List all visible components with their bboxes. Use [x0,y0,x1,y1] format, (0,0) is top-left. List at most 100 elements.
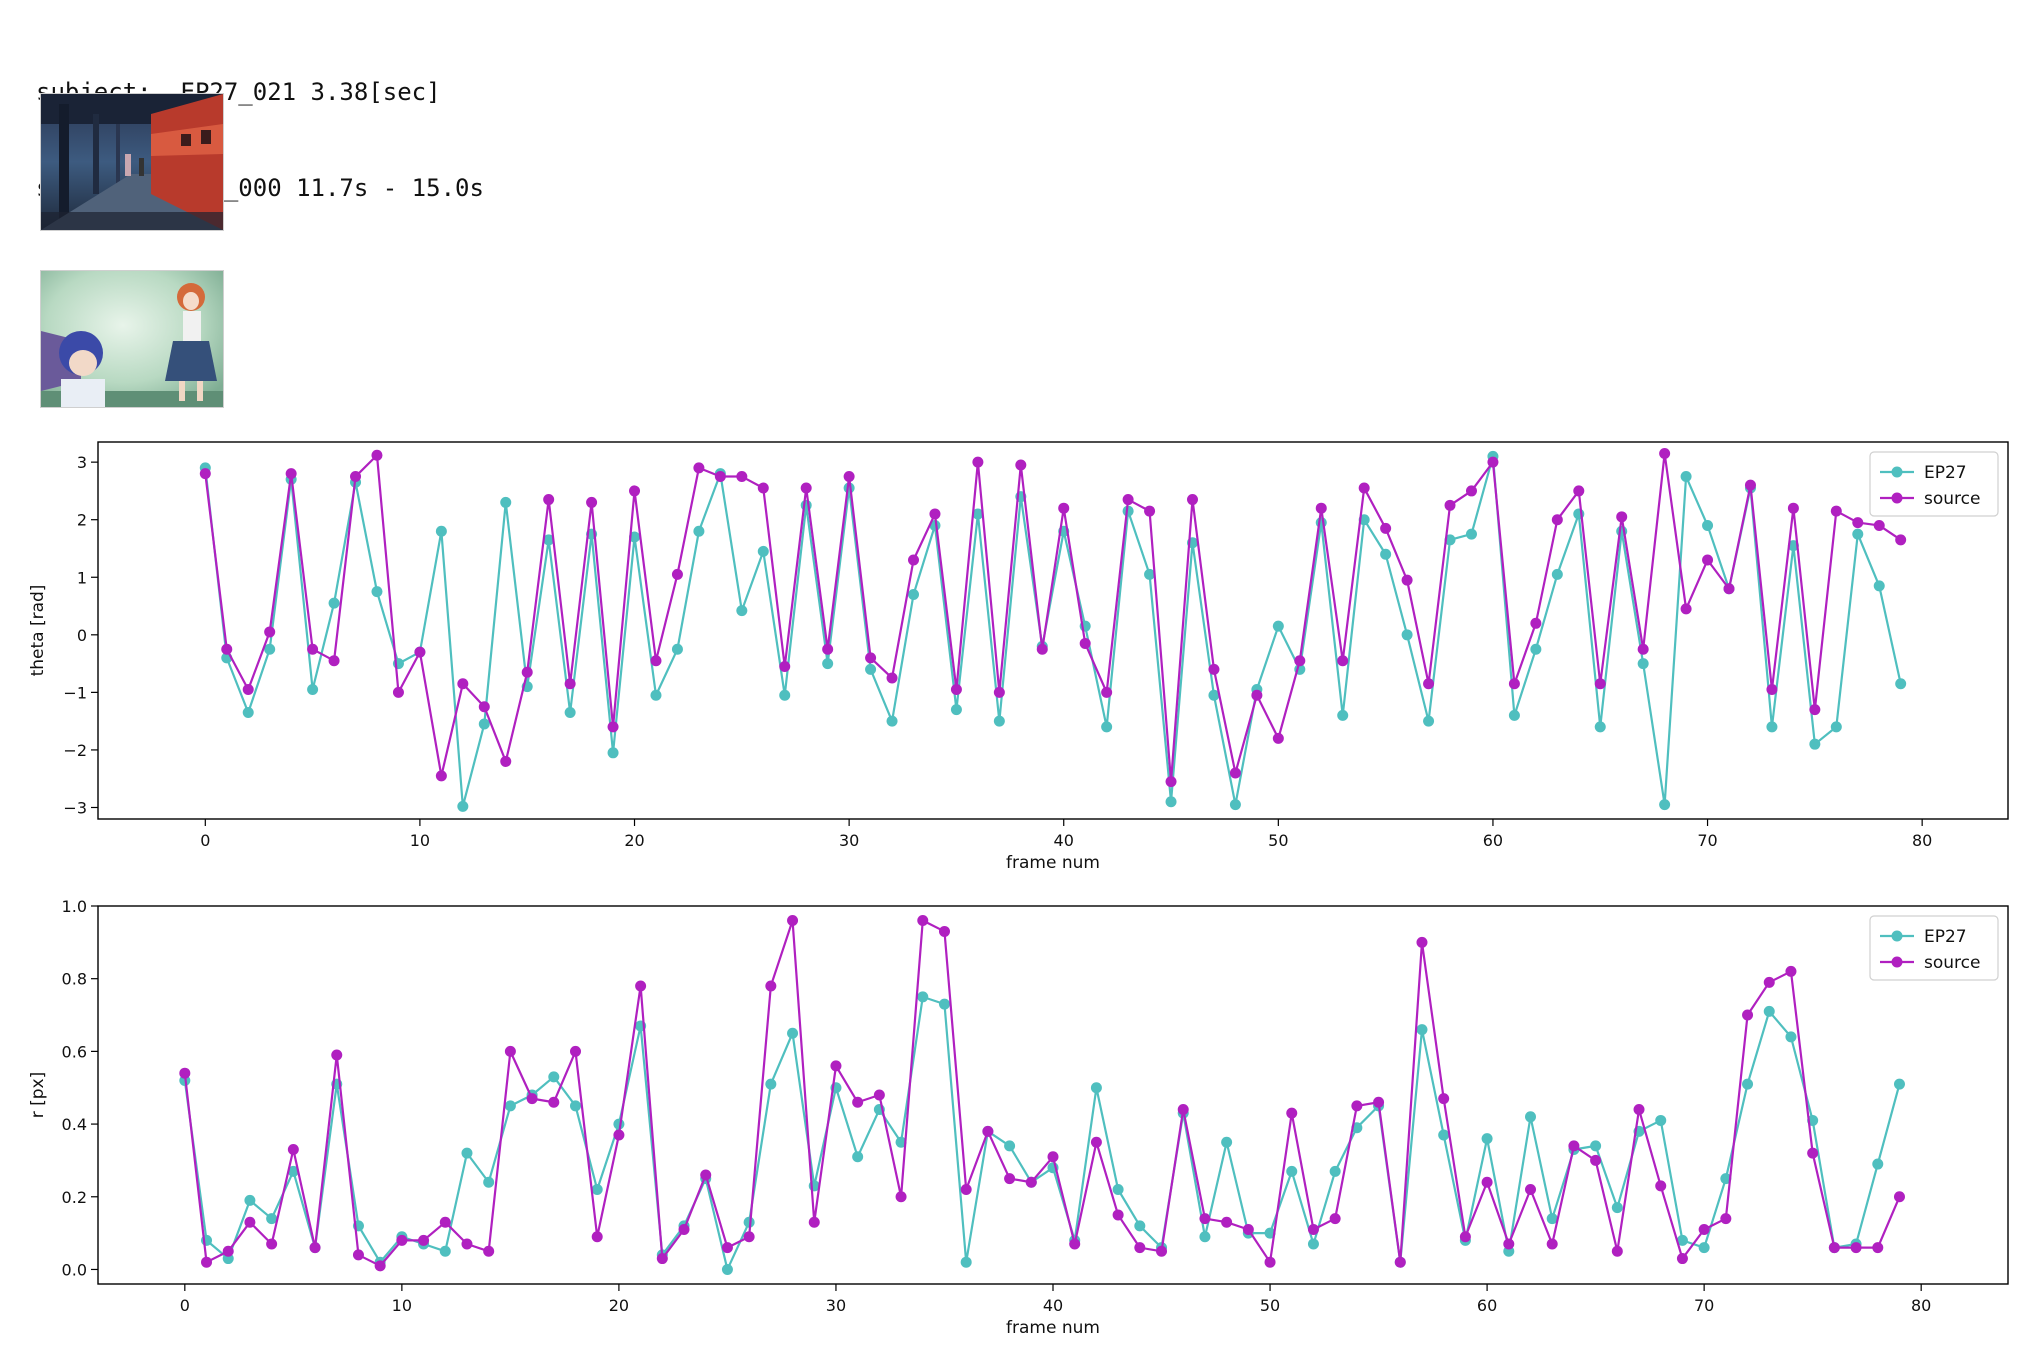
data-point-source [1633,1104,1645,1116]
data-point-EP27 [483,1176,495,1188]
data-point-source [1351,1100,1363,1112]
data-point-source [331,1049,343,1061]
data-point-source [1438,1093,1450,1105]
data-point-source [1487,456,1499,468]
data-point-source [307,643,319,655]
data-point-source [1294,655,1306,667]
data-point-source [1251,689,1263,701]
data-point-EP27 [1101,721,1113,733]
legend-label: EP27 [1924,927,1967,947]
data-point-source [1358,482,1370,494]
data-point-source [179,1067,191,1079]
data-point-source [1744,479,1756,491]
data-point-EP27 [439,1245,451,1257]
data-point-source [500,755,512,767]
data-point-source [938,925,950,937]
x-tick-label: 80 [1911,1296,1931,1315]
y-tick-label: 2 [77,511,87,530]
data-point-source [222,1245,234,1257]
y-axis-label: theta [rad] [28,585,48,677]
data-point-EP27 [1112,1184,1124,1195]
data-point-EP27 [1229,799,1241,811]
data-point-source [328,655,340,667]
data-point-source [852,1096,864,1108]
x-tick-label: 60 [1477,1296,1497,1315]
series-line-source [183,919,1901,1267]
data-point-source [543,494,555,506]
data-point-source [478,701,490,713]
data-point-source [1036,643,1048,655]
data-point-EP27 [1702,519,1714,531]
data-point-EP27 [287,1165,299,1177]
x-tick-label: 40 [1054,831,1074,850]
data-point-source [693,462,705,474]
data-point-source [1698,1223,1710,1235]
x-axis-label: frame num [1006,1318,1100,1338]
data-point-source [548,1096,560,1108]
data-point-source [266,1238,278,1250]
x-tick-label: 60 [1483,831,1503,850]
data-point-EP27 [1090,1082,1102,1094]
data-point-EP27 [1763,1005,1775,1017]
data-point-EP27 [1895,678,1907,690]
data-point-EP27 [591,1184,603,1195]
data-point-source [1199,1213,1211,1225]
data-point-source [671,568,683,580]
data-point-source [1807,1147,1819,1159]
data-point-source [1229,767,1241,779]
data-point-source [591,1231,603,1243]
data-point-EP27 [1893,1078,1905,1090]
data-point-source [1655,1180,1667,1192]
data-point-source [199,468,211,480]
plot-frame [97,441,2009,820]
data-point-source [352,1249,364,1261]
legend-label: source [1924,489,1980,509]
data-point-EP27 [1508,709,1520,721]
x-tick-label: 80 [1912,831,1932,850]
data-point-source [1394,1256,1406,1268]
data-point-source [1828,1242,1840,1254]
data-point-source [1444,499,1456,511]
data-point-EP27 [650,689,662,701]
data-point-source [787,915,799,927]
data-point-EP27 [1594,721,1606,733]
data-point-EP27 [1659,799,1671,811]
data-point-source [1221,1216,1233,1228]
data-point-source [504,1045,516,1057]
data-point-source [1315,502,1327,514]
data-point-source [1873,519,1885,531]
data-point-EP27 [1208,689,1220,701]
data-point-source [1594,678,1606,690]
data-point-source [1264,1256,1276,1268]
data-point-source [1101,686,1113,698]
data-point-EP27 [1525,1111,1536,1123]
data-point-source [457,678,469,690]
data-point-EP27 [266,1213,278,1225]
data-point-source [743,1231,755,1243]
chart-1: 0 10 20 30 40 50 60 70 80 −3 −2 −1 0 1 2 3 frame num thet… [28,441,2009,873]
x-tick-label: 10 [392,1296,412,1315]
data-point-source [1156,1245,1168,1257]
data-point-EP27 [1809,738,1821,750]
data-point-source [1329,1213,1341,1225]
data-point-source [1830,505,1842,517]
data-point-source [1423,678,1435,690]
data-point-source [244,1216,256,1228]
data-point-source [1852,517,1864,529]
data-point-EP27 [1872,1158,1884,1170]
data-point-source [1530,617,1542,629]
y-axis-label: r [px] [28,1072,48,1119]
data-point-source [1573,485,1585,497]
data-point-source [1590,1154,1602,1166]
data-point-EP27 [1416,1024,1428,1036]
data-point-source [1551,514,1563,526]
data-point-source [1069,1238,1081,1250]
data-point-source [1380,522,1392,534]
data-point-EP27 [765,1078,777,1090]
data-point-source [350,471,362,483]
data-point-source [1893,1191,1905,1203]
data-point-source [1503,1238,1515,1250]
y-tick-label: −1 [63,683,87,702]
data-point-source [1286,1107,1298,1119]
y-tick-label: 0.8 [62,970,87,989]
